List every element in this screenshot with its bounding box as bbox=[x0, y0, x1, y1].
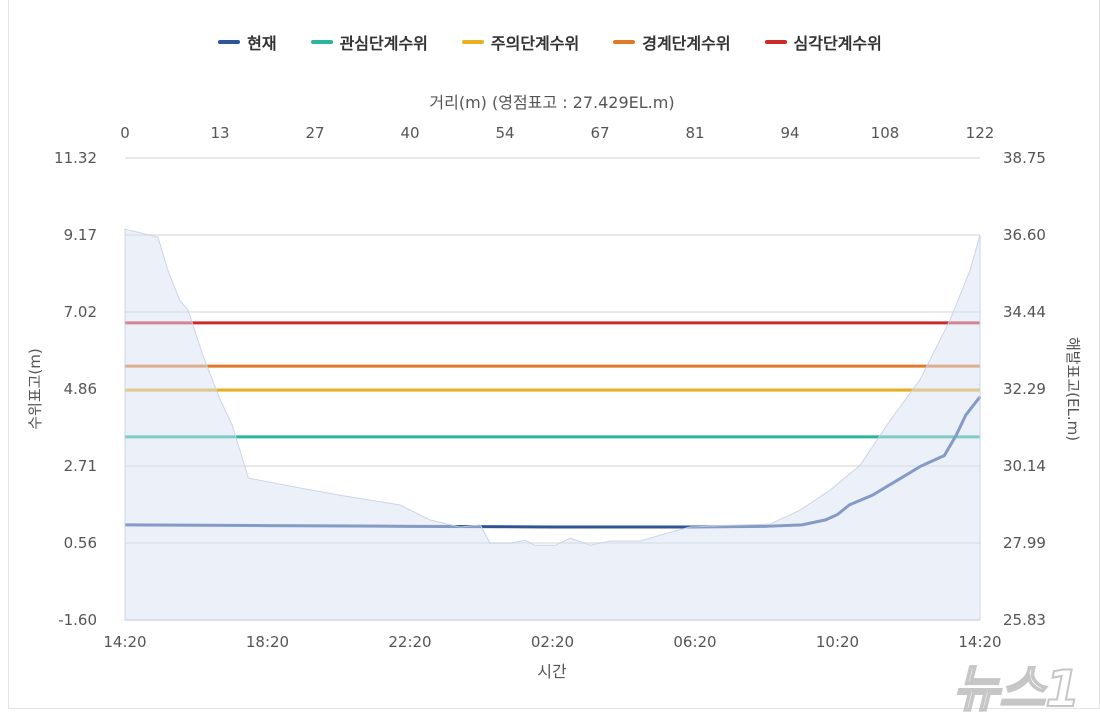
left-axis-title: 수위표고(m) bbox=[26, 348, 44, 430]
legend-swatch bbox=[310, 40, 333, 44]
top-tick-label: 108 bbox=[871, 124, 900, 142]
legend-swatch bbox=[218, 40, 241, 44]
right-tick-label: 30.14 bbox=[1003, 457, 1046, 475]
right-tick-label: 38.75 bbox=[1003, 149, 1046, 167]
legend-label: 경계단계수위 bbox=[642, 34, 731, 53]
bottom-tick-label: 02:20 bbox=[531, 633, 574, 651]
legend-swatch bbox=[461, 40, 484, 44]
legend-item-caution[interactable]: 주의단계수위 bbox=[461, 30, 580, 54]
top-axis-title: 거리(m) (영점표고 : 27.429EL.m) bbox=[429, 93, 674, 112]
legend-label: 심각단계수위 bbox=[793, 34, 882, 53]
right-axis-title: 해발표고(EL.m) bbox=[1064, 337, 1082, 441]
left-tick-label: 9.17 bbox=[64, 226, 97, 244]
left-tick-label: 7.02 bbox=[64, 303, 97, 321]
left-tick-label: 4.86 bbox=[64, 380, 97, 398]
bottom-tick-label: 14:20 bbox=[958, 633, 1001, 651]
bottom-tick-label: 06:20 bbox=[673, 633, 716, 651]
right-tick-label: 27.99 bbox=[1003, 534, 1046, 552]
bottom-tick-label: 10:20 bbox=[816, 633, 859, 651]
bottom-tick-label: 14:20 bbox=[103, 633, 146, 651]
top-tick-label: 67 bbox=[590, 124, 609, 142]
top-tick-label: 122 bbox=[966, 124, 995, 142]
legend-label: 관심단계수위 bbox=[339, 34, 428, 53]
legend-item-serious[interactable]: 심각단계수위 bbox=[764, 30, 882, 54]
right-tick-label: 32.29 bbox=[1003, 380, 1046, 398]
left-tick-label: 0.56 bbox=[64, 534, 97, 552]
bottom-axis-title: 시간 bbox=[537, 662, 567, 681]
right-tick-label: 36.60 bbox=[1003, 226, 1046, 244]
top-tick-label: 27 bbox=[305, 124, 324, 142]
top-tick-label: 13 bbox=[210, 124, 229, 142]
top-tick-label: 40 bbox=[400, 124, 419, 142]
top-tick-label: 0 bbox=[120, 124, 130, 142]
left-tick-label: 2.71 bbox=[64, 457, 97, 475]
left-tick-label: -1.60 bbox=[58, 611, 97, 629]
cross-section-area bbox=[124, 228, 981, 621]
left-tick-label: 11.32 bbox=[54, 149, 97, 167]
top-tick-label: 54 bbox=[495, 124, 514, 142]
legend-swatch bbox=[613, 40, 636, 44]
top-tick-label: 81 bbox=[685, 124, 704, 142]
legend: 현재 관심단계수위 주의단계수위 경계단계수위 심각단계수위 bbox=[0, 30, 1100, 54]
legend-label: 현재 bbox=[247, 34, 277, 53]
legend-label: 주의단계수위 bbox=[490, 34, 580, 53]
legend-swatch bbox=[764, 40, 787, 44]
news1-watermark: 뉴스1 bbox=[953, 660, 1080, 712]
right-tick-label: 34.44 bbox=[1003, 303, 1046, 321]
legend-item-alert[interactable]: 경계단계수위 bbox=[613, 30, 731, 54]
right-tick-label: 25.83 bbox=[1003, 611, 1046, 629]
bottom-tick-label: 22:20 bbox=[388, 633, 431, 651]
legend-item-current[interactable]: 현재 bbox=[218, 30, 277, 54]
legend-item-interest[interactable]: 관심단계수위 bbox=[310, 30, 428, 54]
bottom-tick-label: 18:20 bbox=[246, 633, 289, 651]
top-tick-label: 94 bbox=[780, 124, 799, 142]
